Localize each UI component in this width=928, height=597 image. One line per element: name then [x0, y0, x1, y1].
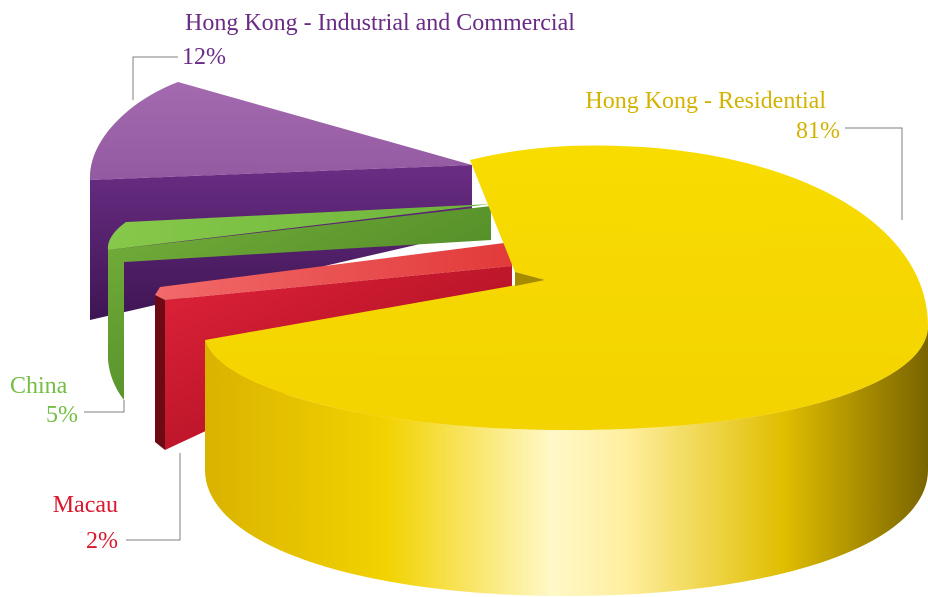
label-macau-percent: 2%	[86, 528, 118, 554]
slice-labels: Hong Kong - Industrial and Commercial 12…	[10, 10, 840, 554]
slice-side-dark	[155, 295, 165, 450]
leader-line-macau	[126, 453, 181, 541]
leader-lines	[84, 56, 903, 541]
label-industrial-name: Hong Kong - Industrial and Commercial	[185, 10, 575, 36]
label-industrial-percent: 12%	[182, 44, 226, 70]
slice-wedge-shadow	[515, 272, 545, 286]
leader-line-residential	[845, 127, 903, 220]
pie-slice-china	[107, 204, 492, 400]
label-macau-name: Macau	[53, 492, 118, 518]
pie-slice-hk-residential	[205, 145, 928, 596]
label-china-name: China	[10, 373, 68, 399]
leader-line-industrial	[132, 56, 178, 100]
slice-top	[89, 82, 472, 180]
slice-side	[108, 206, 491, 400]
leader-line-china	[84, 400, 125, 413]
label-residential-percent: 81%	[796, 118, 840, 144]
slice-side	[205, 326, 928, 596]
slice-top	[155, 242, 512, 300]
slice-top	[205, 145, 928, 430]
label-china-percent: 5%	[46, 402, 78, 428]
slice-top	[107, 204, 492, 250]
label-residential-name: Hong Kong - Residential	[585, 88, 826, 114]
